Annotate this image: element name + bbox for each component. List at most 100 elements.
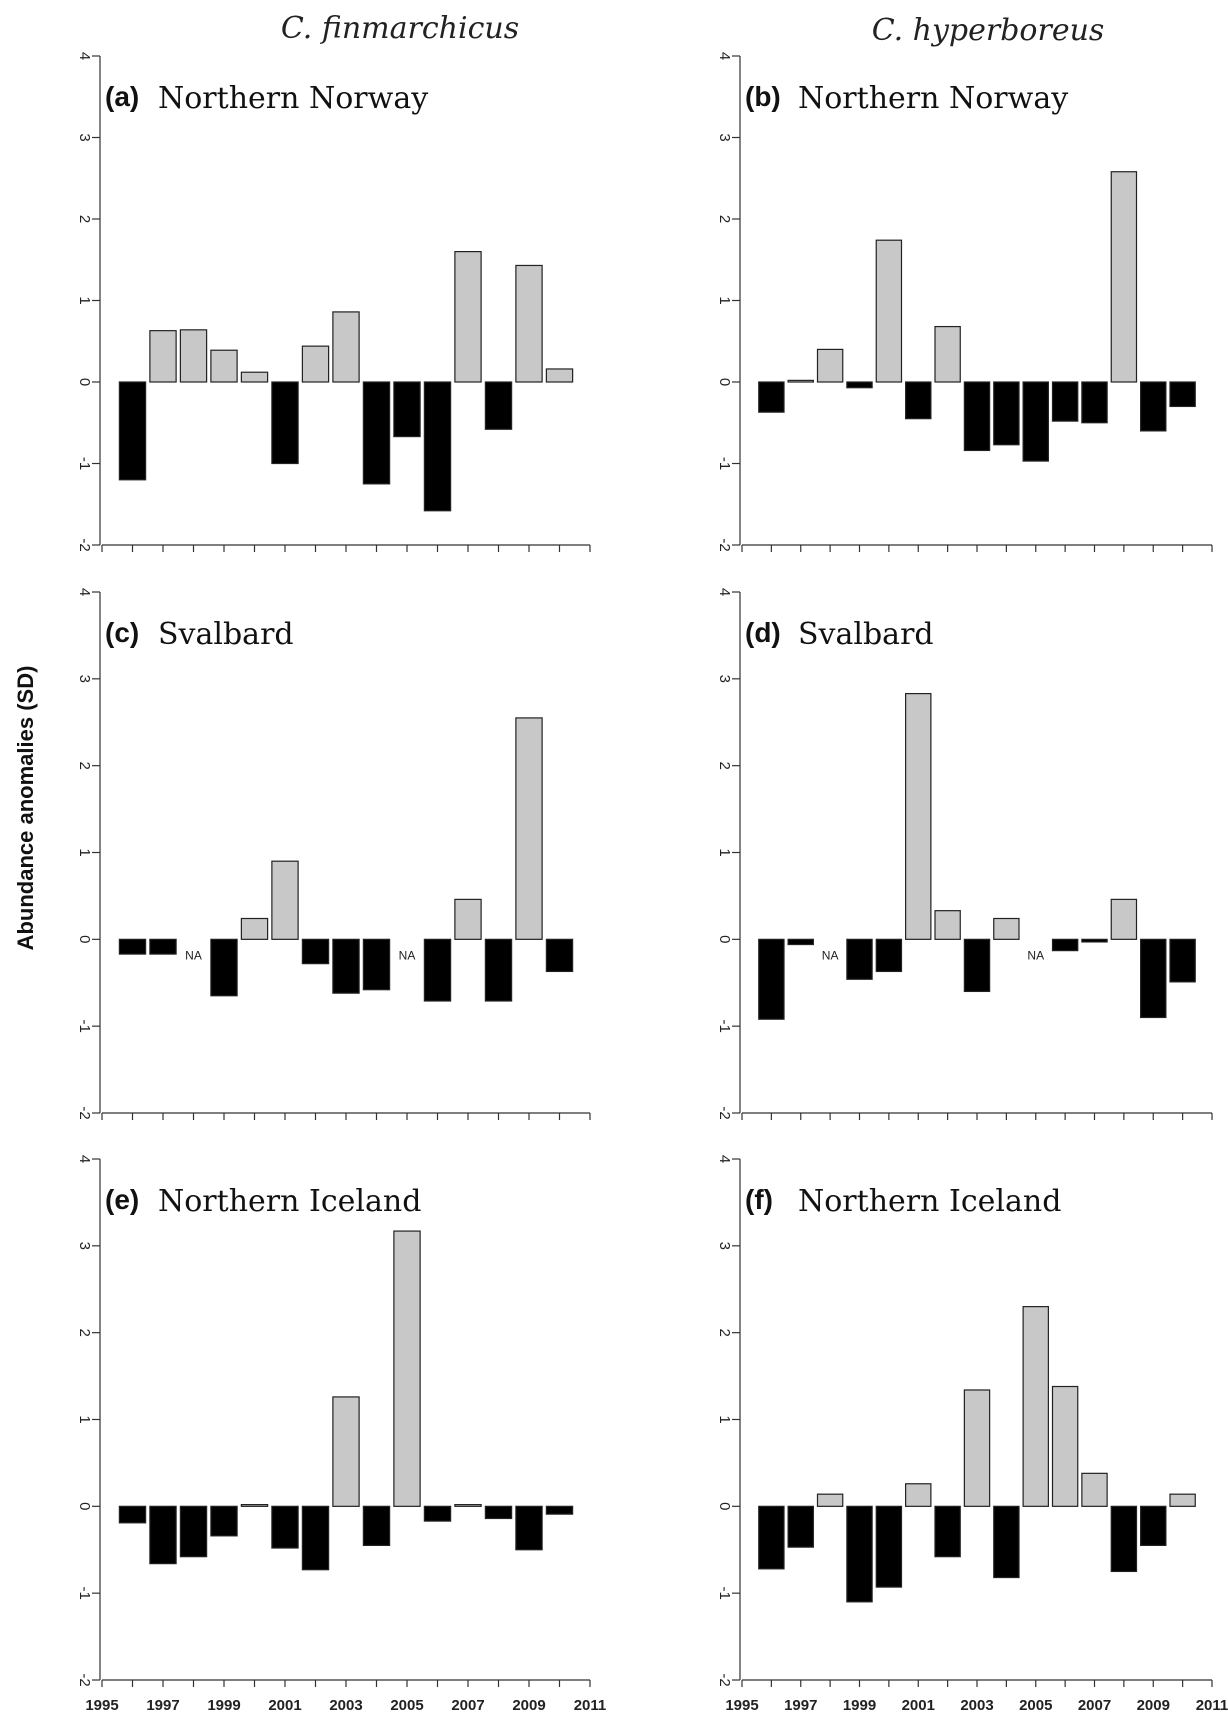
bar-2005 — [393, 1230, 421, 1507]
panel-c: -2 -1 0 1 2 3 4 (c) Svalbard NA NA — [76, 588, 591, 1120]
y-tick-label: 4 — [716, 588, 733, 596]
bar-1999 — [210, 1505, 238, 1537]
panel-a: -2 -1 0 1 2 3 4 (a) Northern Norway — [76, 52, 591, 552]
x-tick-label: 2009 — [512, 1697, 545, 1713]
panel-letter: (f) — [745, 1184, 773, 1215]
bar-2010 — [1169, 1493, 1196, 1507]
x-tick-label: 1999 — [843, 1697, 876, 1713]
na-label: NA — [1027, 948, 1044, 962]
y-tick-label: 1 — [716, 1415, 733, 1423]
y-tick-label: 1 — [76, 296, 93, 304]
y-tick-label: 3 — [716, 1242, 733, 1250]
bar-2007 — [454, 251, 482, 383]
x-tick-label: 2003 — [960, 1697, 993, 1713]
bar-2005 — [1022, 381, 1049, 462]
bar-2005 — [1022, 1306, 1049, 1507]
x-tick-label: 2011 — [574, 1697, 607, 1713]
bar-2007 — [1081, 381, 1108, 424]
y-tick-label: 3 — [76, 133, 93, 141]
x-tick-label: 2007 — [451, 1697, 484, 1713]
y-tick-label: 1 — [716, 296, 733, 304]
y-tick-label: 1 — [76, 1415, 93, 1423]
bar-2007 — [454, 898, 482, 940]
x-tick-label: 1995 — [85, 1697, 118, 1713]
panel-region-title: Northern Iceland — [798, 1184, 1061, 1219]
x-tick-label: 2003 — [329, 1697, 362, 1713]
x-tick-label: 2011 — [1196, 1697, 1228, 1713]
bar-2006 — [1051, 381, 1079, 422]
y-tick-label: 2 — [76, 215, 93, 223]
bar-2008 — [484, 381, 513, 430]
bar-1998 — [179, 329, 208, 383]
y-tick-label: -1 — [716, 1019, 733, 1032]
y-tick-label: -1 — [76, 1019, 93, 1032]
bar-1996 — [758, 938, 785, 1020]
y-tick-label: 4 — [76, 1155, 93, 1163]
y-tick-label: 3 — [716, 133, 733, 141]
bar-2009 — [1140, 381, 1167, 432]
bar-2009 — [515, 1505, 543, 1551]
bar-1999 — [210, 938, 238, 997]
bar-2009 — [515, 264, 543, 383]
column-title-finmarchicus: C. finmarchicus — [281, 11, 519, 46]
bar-2001 — [271, 381, 299, 465]
bar-2002 — [934, 1505, 961, 1558]
y-tick-label: -2 — [716, 538, 733, 551]
panel-letter: (d) — [745, 617, 781, 648]
bar-1999 — [846, 938, 873, 980]
bar-1997 — [787, 1505, 814, 1548]
bar-1997 — [149, 1505, 177, 1565]
column-title-hyperboreus: C. hyperboreus — [872, 13, 1105, 48]
y-tick-label: 2 — [716, 1328, 733, 1336]
bar-2006 — [423, 938, 452, 1002]
bar-2002 — [301, 345, 330, 383]
bar-2001 — [905, 381, 932, 420]
bar-2010 — [545, 368, 574, 383]
panel-letter: (a) — [105, 81, 139, 112]
bar-2002 — [934, 325, 961, 383]
y-tick-label: 0 — [76, 1502, 93, 1510]
x-tick-label: 1997 — [146, 1697, 179, 1713]
bar-1998 — [179, 1505, 208, 1558]
bar-2002 — [301, 938, 330, 965]
bar-2004 — [993, 1505, 1020, 1579]
x-tick-label: 2001 — [268, 1697, 301, 1713]
bar-2007 — [1081, 938, 1108, 943]
bar-1997 — [787, 379, 814, 383]
panel-letter: (b) — [745, 81, 781, 112]
y-tick-label: -2 — [76, 1106, 93, 1119]
y-tick-label: 3 — [76, 675, 93, 683]
panel-region-title: Northern Norway — [798, 81, 1068, 116]
bar-2008 — [484, 1505, 513, 1520]
x-tick-label: 2001 — [902, 1697, 935, 1713]
bar-2006 — [423, 1505, 452, 1522]
bar-2010 — [1169, 381, 1196, 408]
y-tick-label: -2 — [76, 538, 93, 551]
na-label: NA — [185, 948, 202, 962]
bar-2000 — [875, 239, 903, 383]
bar-2006 — [1051, 938, 1079, 952]
y-tick-label: -1 — [76, 457, 93, 470]
bar-1996 — [118, 1505, 147, 1524]
bar-2009 — [1140, 938, 1167, 1019]
panel-region-title: Northern Norway — [158, 81, 428, 116]
bar-2001 — [271, 1505, 299, 1549]
bar-1996 — [758, 1505, 785, 1570]
bar-1999 — [846, 1505, 873, 1603]
bar-2001 — [905, 1483, 932, 1507]
panel-region-title: Svalbard — [158, 617, 294, 652]
bar-2009 — [515, 717, 543, 940]
bar-2004 — [362, 938, 391, 991]
bar-2000 — [875, 1505, 903, 1588]
panel-f: -2 -1 0 1 2 3 4 1995 1997 1999 2001 2003 2005 2007 200… — [716, 1155, 1228, 1713]
bar-1999 — [210, 349, 238, 383]
y-tick-label: 2 — [716, 215, 733, 223]
bar-2000 — [240, 371, 269, 383]
bar-2000 — [240, 917, 269, 940]
y-tick-label: -1 — [716, 1586, 733, 1599]
bar-2000 — [875, 938, 903, 973]
bar-1997 — [787, 938, 814, 946]
bar-1996 — [118, 381, 147, 481]
panels: -2 -1 0 1 2 3 4 (a) Northern Norway -2 -1 0 1 2 3 4 (b) N… — [76, 52, 1228, 1713]
